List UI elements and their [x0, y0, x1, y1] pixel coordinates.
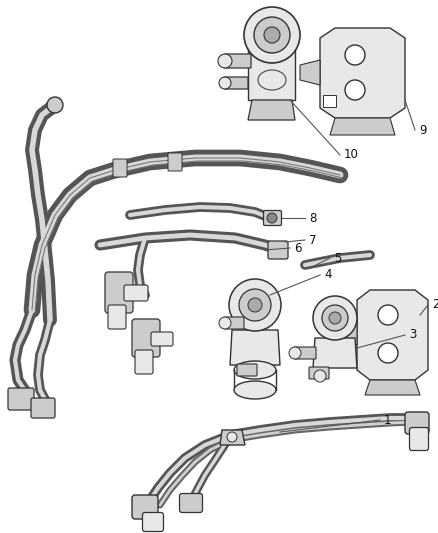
- FancyBboxPatch shape: [309, 367, 329, 379]
- Polygon shape: [365, 380, 420, 395]
- Text: 2: 2: [432, 298, 438, 311]
- Text: 5: 5: [334, 252, 341, 264]
- FancyBboxPatch shape: [410, 427, 428, 450]
- Circle shape: [248, 298, 262, 312]
- Polygon shape: [313, 338, 357, 368]
- Text: 6: 6: [294, 241, 301, 254]
- Circle shape: [329, 312, 341, 324]
- Circle shape: [289, 347, 301, 359]
- Polygon shape: [323, 95, 336, 107]
- Polygon shape: [230, 330, 280, 365]
- Circle shape: [218, 54, 232, 68]
- Ellipse shape: [234, 381, 276, 399]
- Text: 8: 8: [309, 212, 316, 224]
- FancyBboxPatch shape: [31, 398, 55, 418]
- Text: 7: 7: [309, 233, 317, 246]
- Circle shape: [239, 289, 271, 321]
- Text: 3: 3: [409, 328, 417, 342]
- FancyBboxPatch shape: [132, 319, 160, 357]
- Polygon shape: [340, 320, 357, 345]
- Circle shape: [314, 370, 326, 382]
- Circle shape: [345, 80, 365, 100]
- FancyBboxPatch shape: [180, 494, 202, 513]
- FancyBboxPatch shape: [132, 495, 158, 519]
- Polygon shape: [248, 100, 295, 120]
- Circle shape: [322, 305, 348, 331]
- FancyBboxPatch shape: [135, 350, 153, 374]
- Text: 9: 9: [419, 124, 427, 136]
- Text: 10: 10: [344, 149, 359, 161]
- Polygon shape: [300, 60, 320, 85]
- Circle shape: [229, 279, 281, 331]
- Circle shape: [219, 77, 231, 89]
- FancyBboxPatch shape: [264, 211, 282, 225]
- FancyBboxPatch shape: [113, 159, 127, 177]
- Circle shape: [378, 305, 398, 325]
- FancyBboxPatch shape: [294, 347, 316, 359]
- FancyBboxPatch shape: [151, 332, 173, 346]
- Polygon shape: [220, 430, 245, 445]
- FancyBboxPatch shape: [405, 412, 429, 434]
- Circle shape: [264, 27, 280, 43]
- FancyBboxPatch shape: [142, 513, 163, 531]
- Circle shape: [345, 45, 365, 65]
- Ellipse shape: [234, 361, 276, 379]
- Text: 1: 1: [384, 414, 392, 426]
- Polygon shape: [248, 40, 295, 100]
- FancyBboxPatch shape: [105, 272, 133, 313]
- Polygon shape: [320, 28, 405, 118]
- Polygon shape: [357, 290, 428, 380]
- Circle shape: [267, 213, 277, 223]
- FancyBboxPatch shape: [224, 77, 248, 89]
- Circle shape: [313, 296, 357, 340]
- FancyBboxPatch shape: [124, 285, 148, 301]
- Circle shape: [378, 343, 398, 363]
- FancyBboxPatch shape: [237, 364, 257, 376]
- Circle shape: [244, 7, 300, 63]
- Text: 4: 4: [324, 269, 332, 281]
- FancyBboxPatch shape: [8, 388, 34, 410]
- Circle shape: [219, 317, 231, 329]
- Circle shape: [227, 432, 237, 442]
- Polygon shape: [330, 118, 395, 135]
- FancyBboxPatch shape: [268, 241, 288, 259]
- FancyBboxPatch shape: [168, 153, 182, 171]
- Circle shape: [47, 97, 63, 113]
- FancyBboxPatch shape: [224, 317, 244, 329]
- FancyBboxPatch shape: [108, 305, 126, 329]
- Circle shape: [254, 17, 290, 53]
- FancyBboxPatch shape: [224, 54, 251, 68]
